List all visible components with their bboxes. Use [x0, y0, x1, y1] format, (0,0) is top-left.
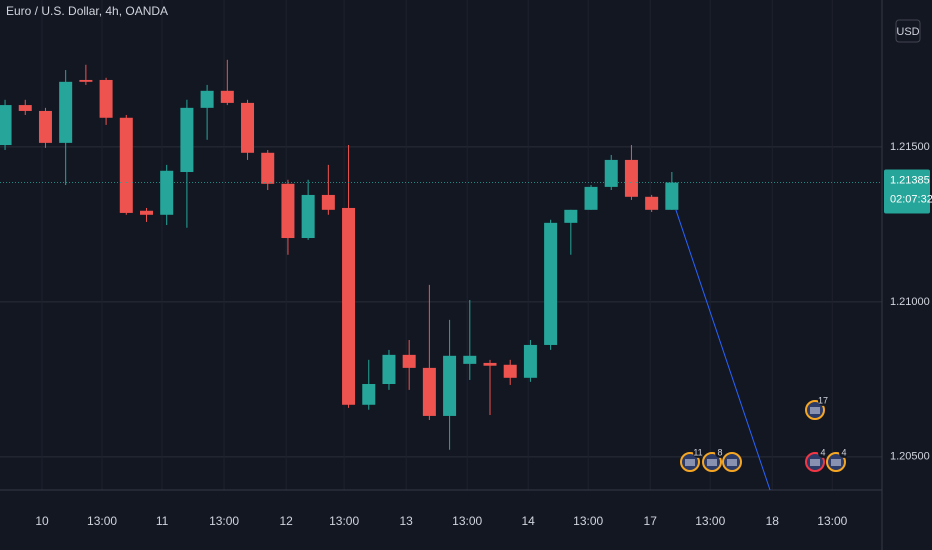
- x-tick-label: 18: [766, 514, 780, 528]
- event-count-badge: [839, 448, 849, 458]
- candle-body: [281, 183, 295, 239]
- candle-body: [18, 105, 32, 111]
- plot: [0, 59, 679, 450]
- candle-body: [342, 207, 356, 405]
- event-flag: [810, 407, 820, 414]
- event-count-badge: [818, 448, 828, 458]
- candle-body: [160, 170, 174, 215]
- x-tick-label: 13:00: [329, 514, 359, 528]
- candle-body: [604, 159, 618, 187]
- x-tick-label: 10: [35, 514, 49, 528]
- event-count: 17: [818, 395, 828, 405]
- event-count-badge: [818, 396, 828, 406]
- event-count: 4: [841, 447, 846, 457]
- event-count: 8: [717, 447, 722, 457]
- last-price-label: 1.21385: [890, 174, 930, 186]
- candle-body: [564, 209, 578, 223]
- candle-body: [362, 384, 376, 405]
- candle-body: [544, 222, 558, 345]
- candle-body: [422, 367, 436, 416]
- x-tick-label: 13:00: [695, 514, 725, 528]
- y-tick-label: 1.21500: [890, 141, 930, 153]
- candle-body: [523, 344, 537, 378]
- event-count: 4: [820, 447, 825, 457]
- x-tick-label: 13:00: [209, 514, 239, 528]
- event-flag: [707, 459, 717, 466]
- y-tick-label: 1.21000: [890, 296, 930, 308]
- event-flag: [831, 459, 841, 466]
- candle-body: [200, 90, 214, 108]
- event-count-badge: [693, 448, 703, 458]
- x-tick-label: 13: [399, 514, 413, 528]
- candle-body: [79, 79, 93, 82]
- candle-body: [443, 355, 457, 416]
- candle-body: [584, 186, 598, 210]
- projection-line: [675, 209, 771, 491]
- countdown-label: 02:07:32: [890, 193, 932, 205]
- x-tick-label: 14: [522, 514, 536, 528]
- last-price-tag: [884, 169, 930, 214]
- candle-body: [483, 362, 497, 366]
- candle-body: [180, 107, 194, 173]
- candle-body: [119, 117, 133, 213]
- candle-body: [503, 364, 517, 378]
- x-tick-label: 13:00: [817, 514, 847, 528]
- x-tick-label: 12: [279, 514, 293, 528]
- candle-body: [241, 102, 255, 153]
- event-count-badge: [715, 448, 725, 458]
- candle-body: [38, 110, 52, 143]
- currency-label[interactable]: USD: [896, 26, 919, 38]
- candle-body: [463, 355, 477, 364]
- candle-body: [382, 354, 396, 385]
- candle-body: [645, 196, 659, 210]
- y-tick-label: 1.20500: [890, 451, 930, 463]
- x-tick-label: 13:00: [452, 514, 482, 528]
- currency-box[interactable]: [895, 19, 921, 43]
- chart-title: Euro / U.S. Dollar, 4h, OANDA: [6, 4, 168, 18]
- candle-body: [99, 79, 113, 118]
- event-flag: [685, 459, 695, 466]
- candle-body: [301, 194, 315, 239]
- candle-body: [665, 182, 679, 210]
- candle-body: [624, 159, 638, 197]
- x-tick-label: 13:00: [87, 514, 117, 528]
- event-count: 11: [693, 447, 702, 457]
- candle-body: [261, 152, 275, 184]
- candle-body: [139, 210, 153, 215]
- x-tick-label: 17: [644, 514, 658, 528]
- candle-body: [220, 90, 234, 103]
- candle-body: [0, 105, 12, 146]
- x-tick-label: 11: [156, 514, 169, 528]
- event-flag: [810, 459, 820, 466]
- grid: [0, 0, 882, 490]
- x-tick-label: 13:00: [573, 514, 603, 528]
- candle-body: [321, 194, 335, 210]
- event-flag: [727, 459, 737, 466]
- candle-body: [402, 354, 416, 368]
- candle-body: [59, 81, 73, 143]
